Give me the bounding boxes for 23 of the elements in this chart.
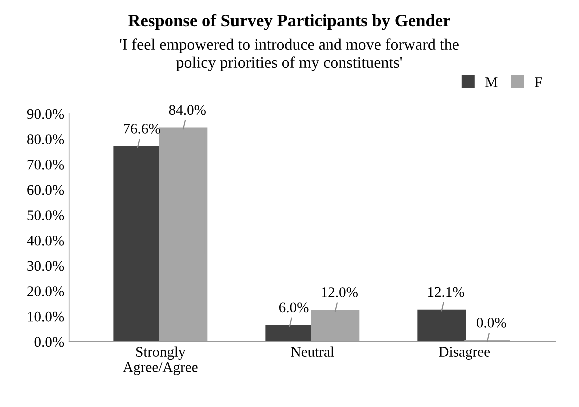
x-tick-label: Strongly Agree/Agree bbox=[123, 346, 198, 376]
y-tick-label: 70.0% bbox=[28, 160, 64, 170]
y-tick-label: 50.0% bbox=[28, 210, 64, 221]
y-tick-label: 40.0% bbox=[27, 236, 64, 246]
y-tick-label: 10.0% bbox=[28, 312, 64, 322]
data-label: 84.0% bbox=[169, 105, 206, 116]
y-tick-label: 20.0% bbox=[28, 286, 64, 296]
y-tick-label: 30.0% bbox=[28, 261, 64, 272]
y-tick-label: 80.0% bbox=[28, 134, 64, 145]
y-tick-label: 90.0% bbox=[27, 109, 64, 120]
data-label: 12.1% bbox=[428, 287, 464, 298]
data-label: 0.0% bbox=[476, 318, 506, 328]
data-label: 6.0% bbox=[279, 302, 309, 313]
x-tick-label: Disagree bbox=[439, 347, 490, 360]
y-tick-label: 0.0% bbox=[34, 337, 64, 348]
chart-title: Response of Survey Participants by Gender bbox=[128, 14, 450, 30]
y-tick-label: 60.0% bbox=[28, 185, 64, 196]
legend-label: M bbox=[486, 78, 498, 88]
data-label: 12.0% bbox=[322, 288, 358, 298]
x-tick-label: Neutral bbox=[291, 346, 334, 358]
chart-subtitle: 'I feel empowered to introduce and move forward the policy priorities of my constituents' bbox=[120, 38, 459, 72]
data-label: 76.6% bbox=[124, 124, 160, 134]
legend-label: F bbox=[535, 78, 542, 88]
